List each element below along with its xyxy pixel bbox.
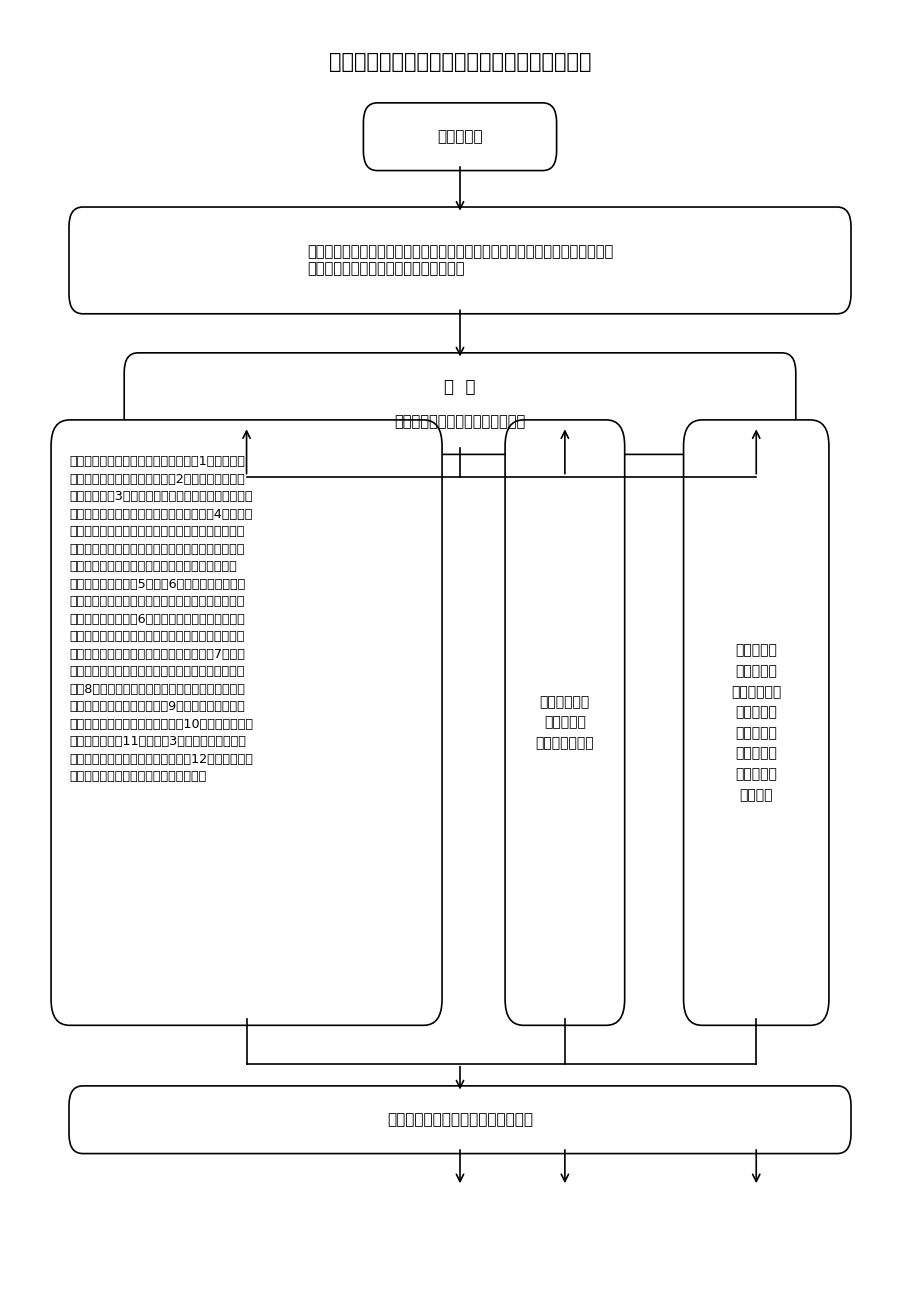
Text: 受  理: 受 理 bbox=[444, 378, 475, 396]
FancyBboxPatch shape bbox=[124, 353, 795, 454]
FancyBboxPatch shape bbox=[505, 419, 624, 1026]
FancyBboxPatch shape bbox=[69, 1086, 850, 1154]
FancyBboxPatch shape bbox=[683, 419, 828, 1026]
Text: 材料不全或
不符合法定
形式的，当场
一次性告知
申请人或其
代理人要补
齐的所有规
定材料。: 材料不全或 不符合法定 形式的，当场 一次性告知 申请人或其 代理人要补 齐的所… bbox=[731, 643, 780, 802]
Text: 对申请人提供的相关材料进行审查: 对申请人提供的相关材料进行审查 bbox=[394, 414, 525, 430]
Text: 城乡居民最低生活保障行政许可对外受理流程图: 城乡居民最低生活保障行政许可对外受理流程图 bbox=[328, 52, 591, 73]
Text: 根据不同情况出具下列相关证明材料：1、申请书、
户口簿、申请人的居民身份证；2、房屋产权证或房
屋租赁协议；3、家庭成员的工资或退休金、养老金、
农业收入等收入: 根据不同情况出具下列相关证明材料：1、申请书、 户口簿、申请人的居民身份证；2、… bbox=[70, 456, 254, 783]
Text: 材料齐全，符
合法定形式
的，予以受理。: 材料齐全，符 合法定形式 的，予以受理。 bbox=[535, 695, 594, 750]
Text: 乡镇人民政府组织调查、评议、公示: 乡镇人民政府组织调查、评议、公示 bbox=[387, 1112, 532, 1128]
FancyBboxPatch shape bbox=[69, 207, 850, 314]
Text: 申请人申请: 申请人申请 bbox=[437, 129, 482, 145]
Text: 到户籍所在乡镇人民政府提出书面申请，受申请人委托，村（居）委会可以代为
提交申请，并提供家庭收入等相关材料。: 到户籍所在乡镇人民政府提出书面申请，受申请人委托，村（居）委会可以代为 提交申请… bbox=[307, 245, 612, 276]
FancyBboxPatch shape bbox=[51, 419, 442, 1026]
FancyBboxPatch shape bbox=[363, 103, 556, 171]
